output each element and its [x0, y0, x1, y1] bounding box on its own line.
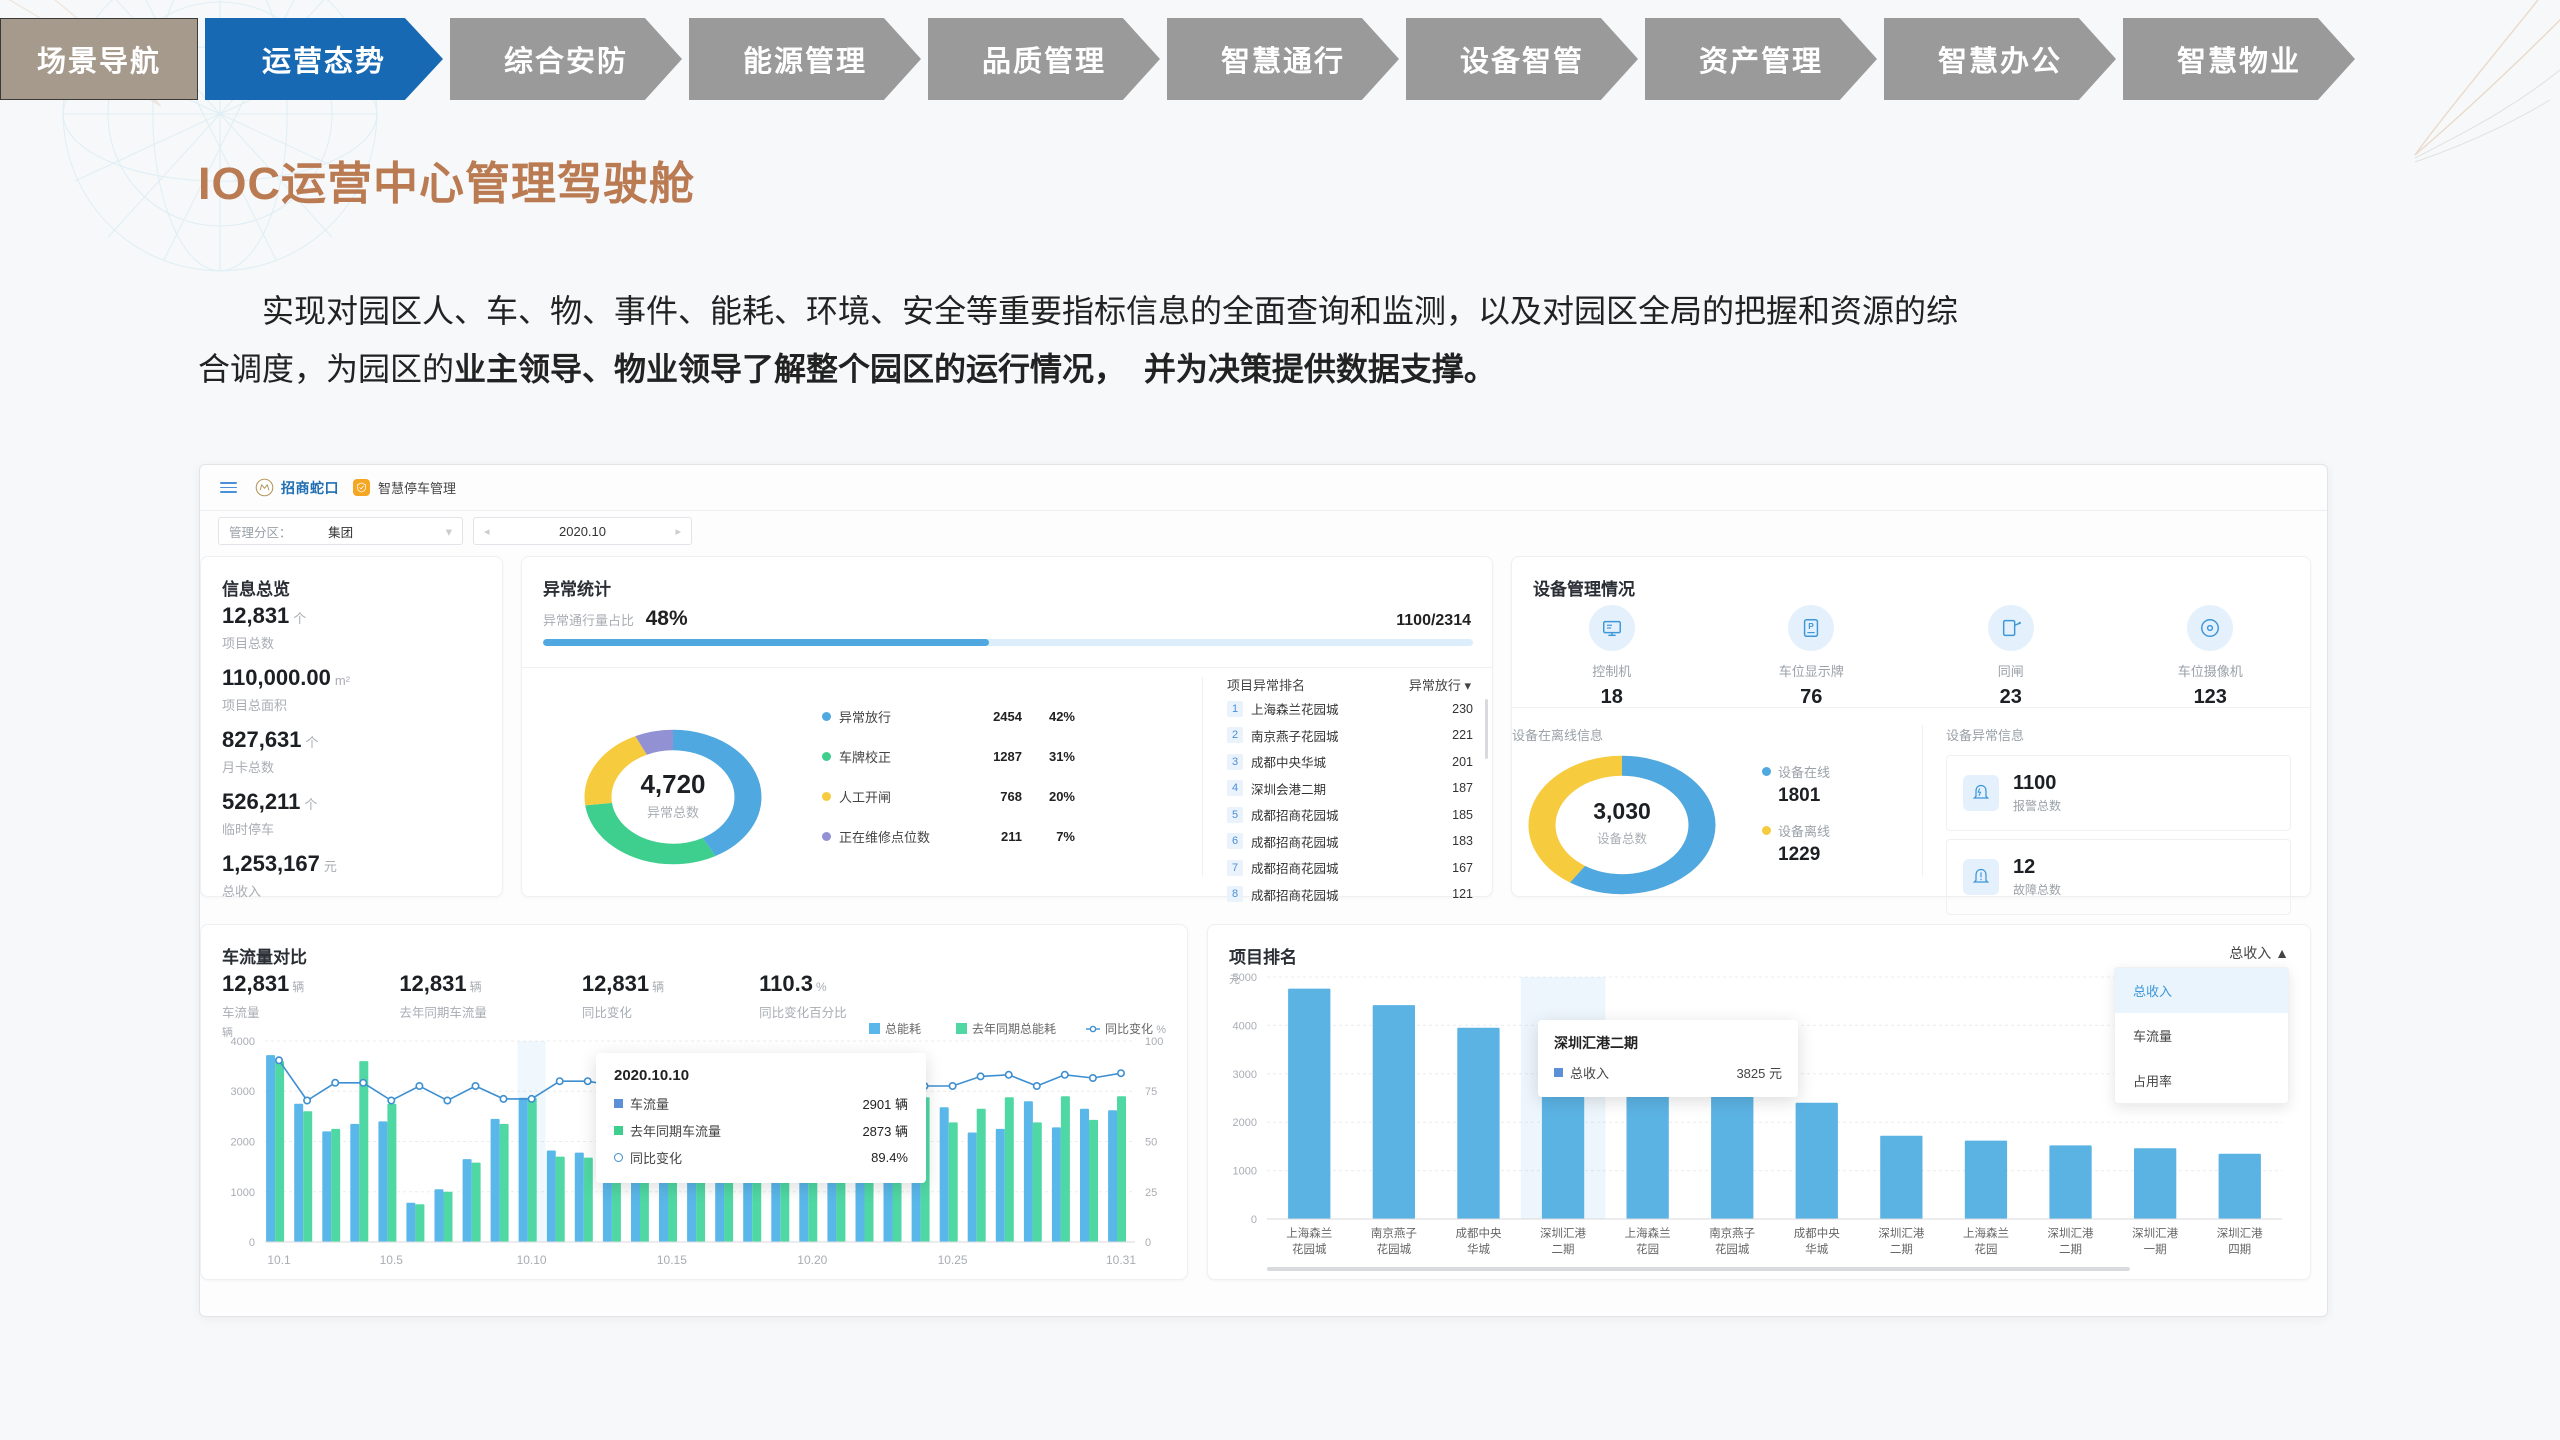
svg-text:二期: 二期 — [2059, 1243, 2082, 1256]
svg-text:深圳汇港: 深圳汇港 — [2217, 1226, 2263, 1240]
svg-text:P: P — [1808, 622, 1814, 631]
svg-text:花园城: 花园城 — [1292, 1243, 1327, 1256]
svg-text:1000: 1000 — [231, 1187, 255, 1199]
svg-text:10.15: 10.15 — [657, 1253, 687, 1267]
svg-text:上海森兰: 上海森兰 — [1625, 1226, 1671, 1240]
svg-text:成都中央: 成都中央 — [1794, 1227, 1840, 1240]
svg-text:4000: 4000 — [1233, 1020, 1257, 1032]
svg-text:10.25: 10.25 — [938, 1253, 968, 1267]
svg-text:4,720: 4,720 — [640, 769, 705, 799]
svg-text:上海森兰: 上海森兰 — [1963, 1226, 2009, 1240]
svg-text:花园: 花园 — [1636, 1243, 1659, 1256]
svg-text:设备总数: 设备总数 — [1597, 831, 1648, 846]
svg-text:0: 0 — [249, 1237, 255, 1249]
svg-text:4000: 4000 — [231, 1036, 255, 1048]
svg-text:深圳汇港: 深圳汇港 — [2048, 1226, 2094, 1240]
svg-text:异常总数: 异常总数 — [647, 805, 699, 820]
svg-text:1000: 1000 — [1233, 1166, 1257, 1178]
svg-text:0: 0 — [1145, 1237, 1151, 1249]
svg-text:10.1: 10.1 — [267, 1253, 291, 1267]
svg-text:10.10: 10.10 — [517, 1253, 547, 1267]
svg-text:华城: 华城 — [1467, 1242, 1490, 1256]
svg-text:75: 75 — [1145, 1086, 1157, 1098]
svg-text:2000: 2000 — [1233, 1117, 1257, 1129]
svg-text:南京燕子: 南京燕子 — [1371, 1226, 1417, 1240]
svg-text:深圳汇港: 深圳汇港 — [2132, 1226, 2178, 1240]
svg-text:25: 25 — [1145, 1187, 1157, 1199]
svg-text:5000: 5000 — [1233, 972, 1257, 984]
svg-text:3000: 3000 — [231, 1086, 255, 1098]
svg-text:华城: 华城 — [1805, 1242, 1828, 1256]
svg-text:上海森兰: 上海森兰 — [1286, 1226, 1332, 1240]
svg-text:深圳汇港: 深圳汇港 — [1540, 1226, 1586, 1240]
svg-text:3,030: 3,030 — [1593, 798, 1651, 824]
svg-text:一期: 一期 — [2144, 1243, 2167, 1256]
svg-text:100: 100 — [1145, 1036, 1163, 1048]
svg-text:2000: 2000 — [231, 1137, 255, 1149]
svg-text:深圳汇港: 深圳汇港 — [1878, 1226, 1924, 1240]
svg-text:二期: 二期 — [1552, 1243, 1575, 1256]
svg-text:二期: 二期 — [1890, 1243, 1913, 1256]
svg-text:成都中央: 成都中央 — [1456, 1227, 1502, 1240]
svg-text:50: 50 — [1145, 1137, 1157, 1149]
svg-text:花园城: 花园城 — [1377, 1243, 1412, 1256]
svg-text:10.20: 10.20 — [797, 1253, 827, 1267]
svg-text:0: 0 — [1251, 1214, 1257, 1226]
svg-text:四期: 四期 — [2228, 1243, 2251, 1256]
svg-text:花园城: 花园城 — [1715, 1243, 1750, 1256]
svg-text:3000: 3000 — [1233, 1069, 1257, 1081]
svg-text:10.5: 10.5 — [380, 1253, 404, 1267]
svg-text:花园: 花园 — [1975, 1243, 1998, 1256]
svg-text:10.31: 10.31 — [1106, 1253, 1136, 1267]
svg-text:南京燕子: 南京燕子 — [1709, 1226, 1755, 1240]
